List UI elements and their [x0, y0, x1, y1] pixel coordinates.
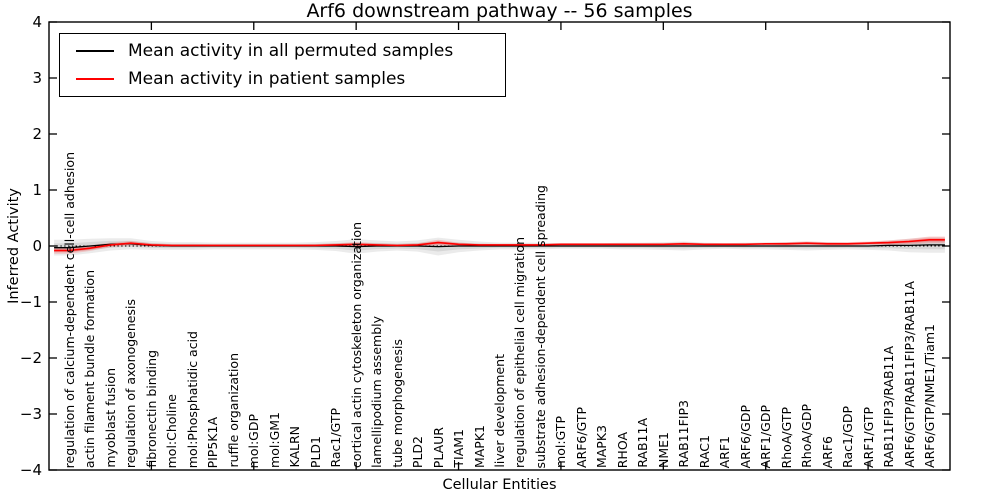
x-tick-label: mol:Phosphatidic acid	[184, 330, 200, 468]
x-tick-label: MAPK1	[471, 424, 487, 468]
x-tick-label: ARF6/GTP/NME1/Tiam1	[922, 324, 938, 468]
y-tick-label: 1	[32, 181, 42, 199]
x-tick-label: ARF1/GTP	[860, 406, 876, 468]
x-tick-label: PLAUR	[430, 426, 446, 468]
x-tick-label: ARF6/GDP	[737, 404, 753, 468]
x-tick-label: mol:GM1	[266, 412, 282, 468]
y-tick-label: −4	[19, 461, 42, 479]
y-tick-label: −1	[19, 293, 42, 311]
y-tick-label: 2	[32, 125, 42, 143]
legend-label-permuted: Mean activity in all permuted samples	[128, 41, 454, 62]
x-tick-label: regulation of epithelial cell migration	[512, 237, 528, 468]
y-tick-label: 4	[32, 13, 42, 31]
x-tick-label: ARF1	[717, 435, 733, 468]
x-tick-label: PLD1	[307, 435, 323, 468]
x-tick-label: ruffle organization	[225, 353, 241, 468]
legend: Mean activity in all permuted samples Me…	[59, 33, 506, 97]
x-tick-label: regulation of axonogenesis	[123, 298, 139, 468]
legend-item-permuted: Mean activity in all permuted samples	[76, 41, 505, 61]
y-tick-label: −3	[19, 405, 42, 423]
x-tick-label: myoblast fusion	[102, 368, 118, 468]
x-tick-label: ARF6	[819, 435, 835, 468]
x-tick-label: MAPK3	[594, 424, 610, 468]
x-tick-label: Rac1/GDP	[840, 406, 856, 468]
x-tick-label: ARF1/GDP	[758, 404, 774, 468]
x-tick-label: TIAM1	[451, 429, 467, 468]
x-tick-label: RAC1	[696, 434, 712, 468]
x-tick-label: regulation of calcium-dependent cell-cel…	[61, 151, 77, 468]
chart-title: Arf6 downstream pathway -- 56 samples	[306, 0, 693, 22]
y-tick-label: 0	[32, 237, 42, 255]
x-tick-label: mol:Choline	[164, 393, 180, 468]
x-tick-label: lamellipodium assembly	[369, 316, 385, 468]
x-tick-label: mol:GDP	[246, 413, 262, 468]
permuted-line-swatch	[76, 50, 114, 53]
x-tick-label: NME1	[655, 432, 671, 468]
x-axis-title: Cellular Entities	[442, 477, 557, 493]
x-tick-label: RhoA/GTP	[778, 406, 794, 468]
x-tick-label: mol:GTP	[553, 416, 569, 468]
patient-mean-line	[54, 239, 945, 252]
patient-line-swatch	[76, 77, 114, 80]
x-tick-label: substrate adhesion-dependent cell spread…	[532, 184, 548, 468]
x-tick-label: actin filament bundle formation	[82, 269, 98, 468]
x-tick-label: PLD2	[410, 435, 426, 468]
legend-label-patient: Mean activity in patient samples	[128, 68, 406, 89]
x-tick-label: RhoA/GDP	[799, 404, 815, 468]
x-tick-label: ARF6/GTP/RAB11FIP3/RAB11A	[901, 281, 917, 468]
x-tick-label: ARF6/GTP	[573, 406, 589, 468]
x-tick-label: KALRN	[287, 426, 303, 468]
x-tick-label: tube morphogenesis	[389, 339, 405, 468]
y-tick-label: 3	[32, 69, 42, 87]
x-tick-label: PIP5K1A	[205, 416, 221, 468]
x-tick-label: RAB11FIP3/RAB11A	[881, 346, 897, 468]
x-tick-label: Rac1/GTP	[328, 408, 344, 468]
x-tick-label: RAB11A	[635, 418, 651, 468]
legend-item-patient: Mean activity in patient samples	[76, 69, 505, 89]
x-tick-label: liver development	[492, 354, 507, 468]
x-tick-label: RAB11FIP3	[676, 400, 692, 468]
x-tick-label: RHOA	[614, 431, 630, 468]
x-tick-label: cortical actin cytoskeleton organization	[348, 222, 364, 468]
x-tick-label: fibronectin binding	[143, 350, 159, 468]
y-tick-label: −2	[19, 349, 42, 367]
